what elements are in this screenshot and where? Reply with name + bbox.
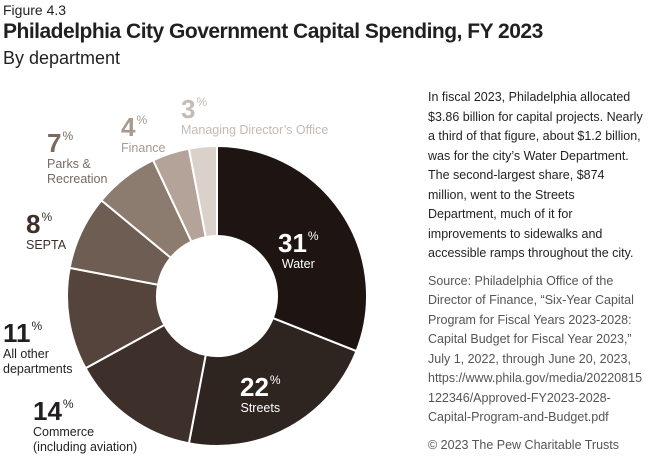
value-number: 8 [26, 209, 41, 239]
donut-slice [187, 316, 358, 447]
slice-label: 11% All other departments [3, 312, 72, 377]
value-label: 3% [181, 88, 328, 123]
category-label: Commerce (including aviation) [33, 425, 138, 454]
copyright: © 2023 The Pew Charitable Trusts [428, 437, 620, 452]
slice-label: 8% SEPTA [26, 203, 66, 253]
value-label: 14% [33, 390, 137, 425]
category-label: All other departments [3, 347, 73, 376]
value-number: 4 [121, 112, 136, 142]
chart-subtitle: By department [3, 48, 121, 68]
donut-slice [216, 144, 368, 353]
figure-label: Figure 4.3 [3, 2, 67, 18]
value-number: 22 [240, 372, 269, 402]
slice-label: 4% Finance [121, 106, 165, 156]
category-label: Streets [240, 401, 281, 415]
category-label: Finance [121, 141, 166, 155]
value-number: 31 [278, 228, 307, 258]
category-label: SEPTA [26, 238, 67, 252]
value-unit: % [62, 129, 74, 143]
value-unit: % [41, 210, 53, 224]
value-label: 8% [26, 203, 66, 238]
value-number: 3 [181, 94, 196, 124]
category-label: Managing Director’s Office [181, 123, 329, 137]
value-label: 31% [278, 222, 319, 257]
slice-label: 31% Water [278, 222, 319, 272]
category-label: Parks & Recreation [47, 157, 108, 186]
value-unit: % [136, 113, 148, 127]
slice-label: 14% Commerce (including aviation) [33, 390, 137, 455]
chart [66, 144, 368, 447]
slice-label: 7% Parks & Recreation [47, 122, 107, 187]
value-unit: % [307, 229, 319, 243]
value-unit: % [62, 397, 74, 411]
value-number: 7 [47, 128, 62, 158]
description: In fiscal 2023, Philadelphia allocated $… [428, 90, 643, 260]
sidebar: In fiscal 2023, Philadelphia allocated $… [428, 88, 646, 463]
slice-label: 22% Streets [240, 366, 281, 416]
value-unit: % [196, 95, 208, 109]
chart-title: Philadelphia City Government Capital Spe… [3, 20, 543, 43]
value-label: 4% [121, 106, 165, 141]
value-label: 11% [3, 312, 72, 347]
value-label: 7% [47, 122, 107, 157]
category-label: Water [281, 257, 315, 271]
source: Source: Philadelphia Office of the Direc… [428, 273, 643, 425]
value-unit: % [269, 373, 281, 387]
slice-label: 3% Managing Director’s Office [181, 88, 328, 138]
value-number: 11 [3, 318, 31, 348]
donut-slice [187, 144, 218, 239]
value-unit: % [31, 319, 43, 333]
value-label: 22% [240, 366, 281, 401]
value-number: 14 [33, 396, 62, 426]
